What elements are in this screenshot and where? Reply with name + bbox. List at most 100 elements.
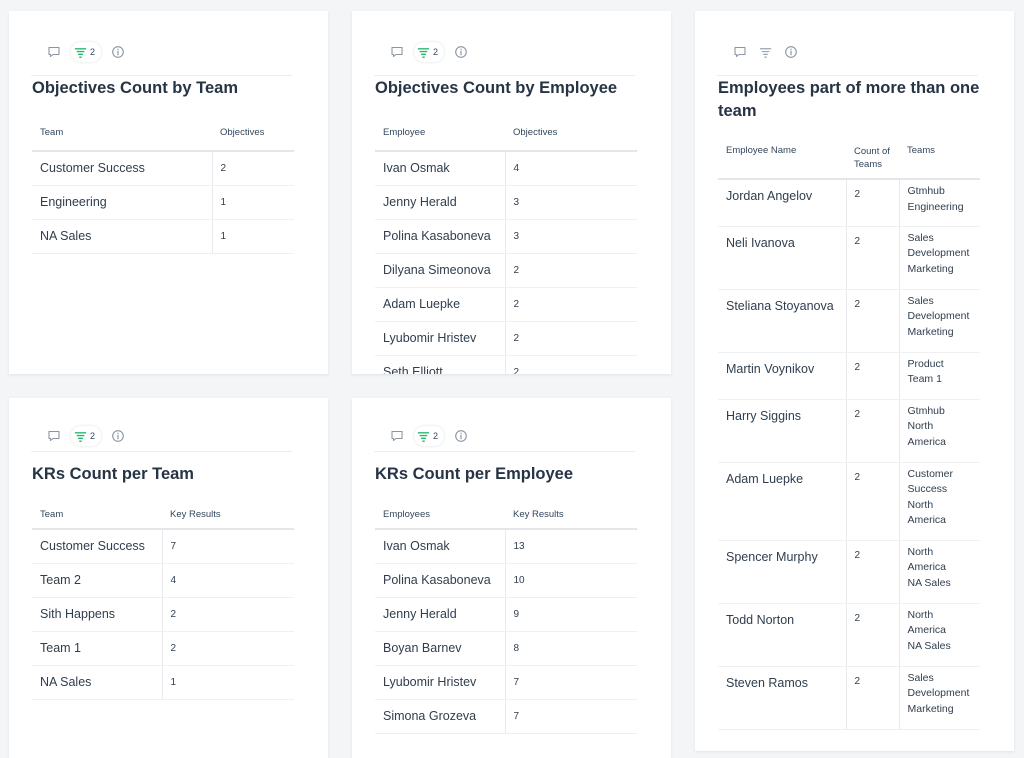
column-header[interactable]: Key Results xyxy=(505,501,637,530)
widget-title: Employees part of more than one team xyxy=(718,79,980,120)
table-cell: Sales Development Marketing xyxy=(898,226,980,290)
table-cell: NA Sales xyxy=(32,665,162,700)
column-header[interactable]: Objectives xyxy=(212,115,294,152)
table-cell: 2 xyxy=(211,151,294,186)
table-cell: 7 xyxy=(504,665,637,700)
table-cell: 8 xyxy=(504,631,637,666)
table-cell: 3 xyxy=(504,219,637,254)
table-row: Harry Siggins 2 Gtmhub North America xyxy=(718,399,980,463)
info-icon[interactable] xyxy=(454,45,468,59)
table-cell: 2 xyxy=(845,540,899,604)
table-row: Jenny Herald 3 xyxy=(375,185,637,220)
info-icon[interactable] xyxy=(784,45,798,59)
info-icon[interactable] xyxy=(111,429,125,443)
data-table: Team Key Results Customer Success 7 Team … xyxy=(32,501,294,700)
table-cell: Sales Development Marketing xyxy=(898,666,980,730)
table-cell: North America NA Sales xyxy=(898,540,980,604)
column-header[interactable]: Objectives xyxy=(505,115,637,152)
data-table: Employees Key Results Ivan Osmak 13 Polin… xyxy=(375,501,637,734)
table-cell: Jenny Herald xyxy=(375,597,505,632)
filter-button[interactable]: 2 xyxy=(71,426,102,446)
table-cell: Adam Luepke xyxy=(375,287,505,322)
column-header[interactable]: Team xyxy=(32,501,162,530)
table-row: Seth Elliott 2 xyxy=(375,355,637,374)
table-cell: 7 xyxy=(504,699,637,734)
filter-button[interactable]: 2 xyxy=(414,42,445,62)
table-cell: 2 xyxy=(504,355,637,374)
table-row: Dilyana Simeonova 2 xyxy=(375,253,637,288)
column-header[interactable]: Teams xyxy=(899,139,980,180)
table-cell: Harry Siggins xyxy=(718,399,846,463)
toolbar-divider xyxy=(374,451,635,452)
table-cell: 4 xyxy=(161,563,294,598)
widget-toolbar: 2 xyxy=(390,35,468,69)
column-header[interactable]: Employee Name xyxy=(718,139,846,180)
column-header[interactable]: Team xyxy=(32,115,212,152)
table-cell: Team 1 xyxy=(32,631,162,666)
column-header[interactable]: Employee xyxy=(375,115,505,152)
table-cell: 1 xyxy=(161,665,294,700)
table-cell: 2 xyxy=(845,666,899,730)
table-row: Boyan Barnev 8 xyxy=(375,631,637,666)
data-table: Employee Objectives Ivan Osmak 4 Jenny He… xyxy=(375,115,637,374)
table-cell: Boyan Barnev xyxy=(375,631,505,666)
table-cell: 2 xyxy=(845,179,899,227)
comment-icon[interactable] xyxy=(390,45,404,59)
table-row: Jordan Angelov 2 Gtmhub Engineering xyxy=(718,179,980,227)
table-cell: Engineering xyxy=(32,185,212,220)
table-cell: Customer Success xyxy=(32,151,212,186)
widget-title: KRs Count per Employee xyxy=(375,465,574,483)
comment-icon[interactable] xyxy=(47,45,61,59)
table-cell: NA Sales xyxy=(32,219,212,254)
table-cell: Ivan Osmak xyxy=(375,529,505,564)
table-cell: Todd Norton xyxy=(718,603,846,667)
table-cell: Seth Elliott xyxy=(375,355,505,374)
table-cell: 1 xyxy=(211,219,294,254)
widget-toolbar xyxy=(733,35,798,69)
table-cell: North America NA Sales xyxy=(898,603,980,667)
filter-icon xyxy=(759,47,772,58)
filter-count: 2 xyxy=(90,431,96,441)
table-cell: Neli Ivanova xyxy=(718,226,846,290)
column-header[interactable]: Key Results xyxy=(162,501,294,530)
table-cell: 4 xyxy=(504,151,637,186)
table-cell: Customer Success North America xyxy=(898,462,980,541)
table-cell: Sales Development Marketing xyxy=(898,289,980,353)
table-cell: 2 xyxy=(504,253,637,288)
table-cell: Martin Voynikov xyxy=(718,352,846,400)
table-row: Adam Luepke 2 Customer Success North Ameri… xyxy=(718,462,980,541)
table-cell: 13 xyxy=(504,529,637,564)
comment-icon[interactable] xyxy=(47,429,61,443)
table-cell: Gtmhub North America xyxy=(898,399,980,463)
widget-title: Objectives Count by Employee xyxy=(375,79,618,97)
info-icon[interactable] xyxy=(454,429,468,443)
table-cell: Polina Kasaboneva xyxy=(375,219,505,254)
table-cell: 2 xyxy=(504,287,637,322)
comment-icon[interactable] xyxy=(733,45,747,59)
table-row: Customer Success 2 xyxy=(32,151,294,186)
filter-button[interactable]: 2 xyxy=(414,426,445,446)
table-cell: 2 xyxy=(845,462,899,541)
widget-objectives-by-team: 2 Objectives Count by Team Team Objectiv… xyxy=(9,11,328,374)
toolbar-divider xyxy=(31,75,292,76)
table-cell: Customer Success xyxy=(32,529,162,564)
info-icon[interactable] xyxy=(111,45,125,59)
comment-icon[interactable] xyxy=(390,429,404,443)
column-header[interactable]: Employees xyxy=(375,501,505,530)
filter-button[interactable] xyxy=(757,42,774,62)
table-row: Polina Kasaboneva 3 xyxy=(375,219,637,254)
table-cell: Dilyana Simeonova xyxy=(375,253,505,288)
table-cell: 2 xyxy=(845,226,899,290)
widget-multi-team-employees: Employees part of more than one team Emp… xyxy=(695,11,1014,751)
table-cell: Steven Ramos xyxy=(718,666,846,730)
table-cell: 1 xyxy=(211,185,294,220)
table-cell: 10 xyxy=(504,563,637,598)
table-cell: Sith Happens xyxy=(32,597,162,632)
column-header[interactable]: Count of Teams xyxy=(846,139,899,180)
widget-krs-by-team: 2 KRs Count per Team Team Key Results Cu… xyxy=(9,398,328,758)
table-row: Customer Success 7 xyxy=(32,529,294,564)
filter-button[interactable]: 2 xyxy=(71,42,102,62)
widget-toolbar: 2 xyxy=(47,35,125,69)
widget-krs-by-employee: 2 KRs Count per Employee Employees Key R… xyxy=(352,398,671,758)
table-row: NA Sales 1 xyxy=(32,665,294,700)
